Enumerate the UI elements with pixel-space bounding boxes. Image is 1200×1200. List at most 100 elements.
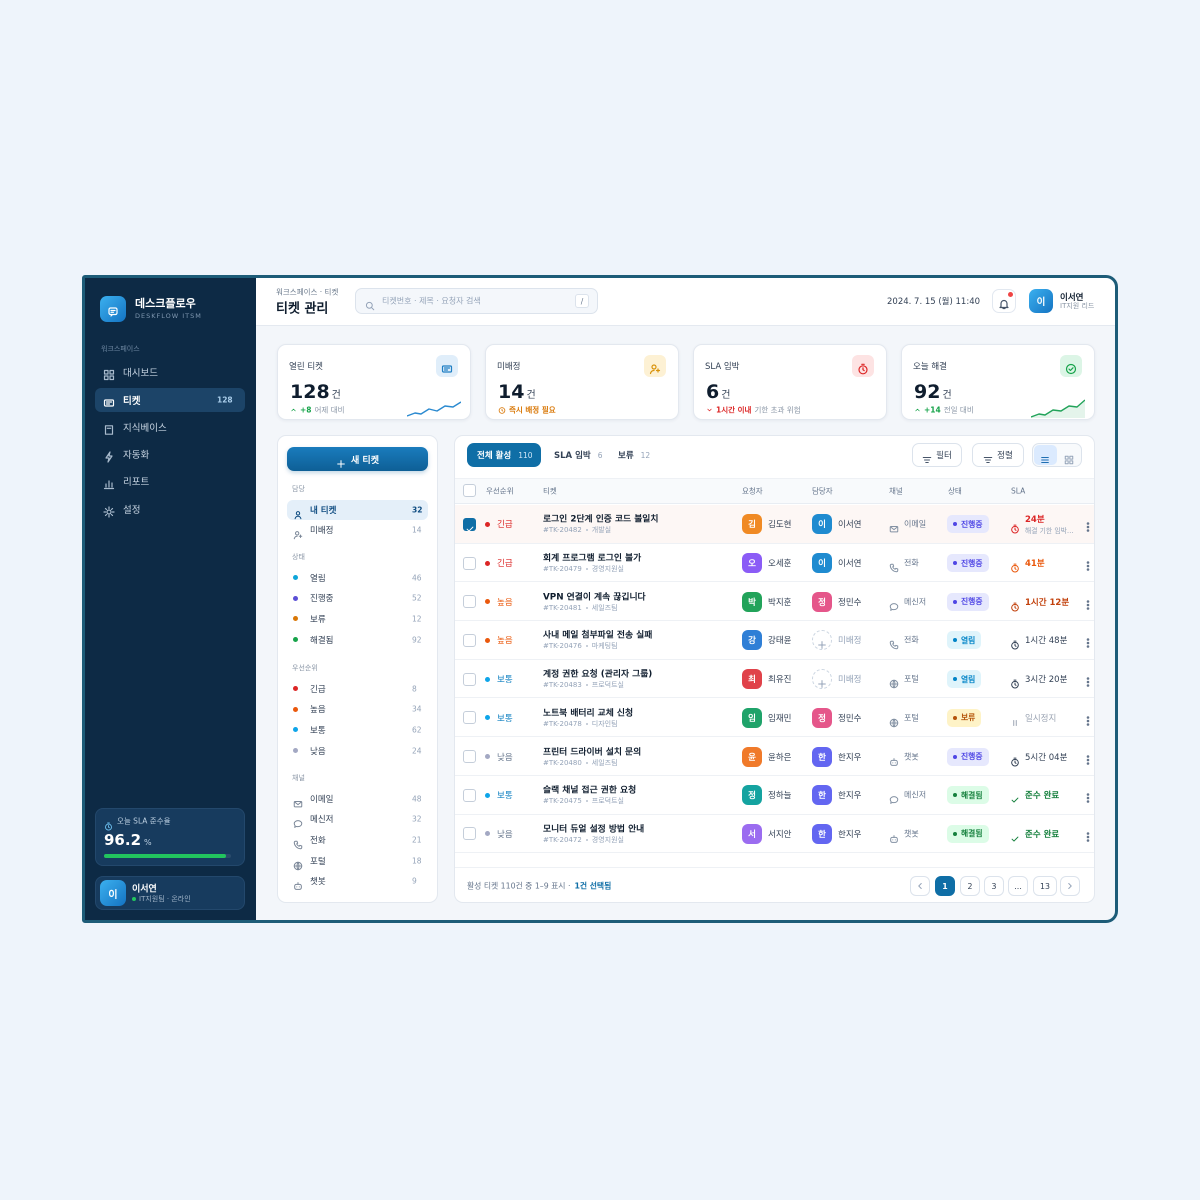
filter-dot (293, 727, 298, 733)
row-menu[interactable] (1082, 634, 1094, 649)
table-row[interactable] (455, 776, 1094, 815)
avatar: 한 (812, 746, 832, 767)
priority: 낮음 (497, 829, 513, 840)
row-menu[interactable] (1082, 789, 1094, 803)
icon-shape (890, 835, 898, 843)
tab-label: SLA 임박 (554, 451, 591, 461)
row-menu[interactable] (1082, 751, 1094, 765)
page-button[interactable]: 1 (935, 876, 955, 896)
filter-item[interactable] (287, 871, 428, 891)
assign-button[interactable] (812, 669, 832, 690)
page-button[interactable] (1060, 876, 1080, 896)
button-label: 필터 (936, 451, 952, 461)
table-row[interactable] (455, 660, 1094, 699)
nav-item[interactable] (95, 442, 245, 466)
ticket-id: #TK-20479 (543, 565, 582, 573)
filter-item[interactable] (287, 630, 428, 650)
row-menu[interactable] (1082, 518, 1094, 533)
checkbox[interactable] (463, 484, 476, 497)
icon-shape (1086, 832, 1090, 842)
nav-item[interactable] (95, 415, 245, 439)
filter-item[interactable] (287, 679, 428, 699)
icon (889, 597, 899, 611)
checkbox[interactable] (463, 750, 476, 763)
channel: 포털 (904, 713, 919, 723)
table-row[interactable] (455, 621, 1094, 660)
page-button[interactable]: 13 (1033, 876, 1057, 896)
kpi-value: 14 (498, 381, 525, 403)
nav-item[interactable] (95, 469, 245, 493)
checkbox[interactable] (463, 556, 476, 570)
icon-shape (1031, 400, 1085, 418)
tab[interactable]: SLA 임박 6 (547, 443, 607, 467)
nav-item[interactable] (95, 360, 245, 384)
filter-item[interactable] (287, 830, 428, 850)
filter-item[interactable] (287, 588, 428, 608)
page-button[interactable] (910, 876, 930, 896)
table-row[interactable] (455, 582, 1094, 622)
priority-dot (485, 521, 490, 527)
row-menu[interactable] (1082, 596, 1094, 610)
icon-shape (918, 883, 922, 889)
page-button[interactable]: 2 (960, 876, 980, 896)
filter-item[interactable] (287, 568, 428, 588)
sparkline (1030, 398, 1086, 418)
filter-item[interactable] (287, 520, 428, 540)
icon-shape (109, 369, 115, 375)
row-menu[interactable] (1082, 673, 1094, 687)
table-row[interactable] (455, 699, 1094, 738)
row-menu[interactable] (1082, 828, 1094, 842)
table-row[interactable] (455, 815, 1094, 854)
row-menu[interactable] (1082, 557, 1094, 571)
column-header: 우선순위 (486, 486, 514, 496)
icon-shape (1086, 680, 1090, 684)
separator (585, 800, 588, 803)
filter-item[interactable] (287, 699, 428, 719)
checkbox[interactable] (463, 711, 476, 725)
row-menu[interactable] (1082, 712, 1094, 726)
status-pill: 진행중 (947, 592, 989, 611)
avatar: 한 (812, 823, 832, 844)
search-box[interactable] (355, 288, 598, 314)
checkbox[interactable] (463, 788, 476, 802)
filter-item[interactable] (287, 499, 428, 520)
icon-shape (1086, 529, 1090, 533)
icon (1064, 450, 1074, 465)
nav-item[interactable] (95, 388, 245, 412)
checkbox[interactable] (463, 633, 476, 647)
filter-item[interactable] (287, 720, 428, 740)
icon-shape (890, 526, 898, 531)
tab[interactable]: 보류 12 (611, 443, 671, 467)
nav-item[interactable] (95, 497, 245, 521)
filter-item[interactable] (287, 851, 428, 871)
toolbar-button[interactable]: 정렬 (972, 443, 1024, 467)
icon-shape (1086, 719, 1090, 723)
priority: 보통 (497, 791, 513, 802)
new-ticket-button[interactable]: 새 티켓 (287, 447, 428, 471)
checkbox[interactable] (463, 672, 476, 686)
filter-item[interactable] (287, 789, 428, 809)
icon-shape (1086, 832, 1090, 835)
status: 열림 (961, 635, 976, 645)
toolbar-button[interactable]: 필터 (912, 443, 962, 467)
sla: 3시간 20분 (1025, 675, 1068, 686)
filter-item[interactable] (287, 741, 428, 761)
table-row[interactable] (455, 737, 1094, 776)
checkbox[interactable] (463, 827, 476, 841)
avatar: 임 (742, 707, 762, 728)
checkbox[interactable] (463, 595, 476, 609)
icon-shape (1065, 363, 1077, 375)
tab[interactable]: 전체 활성 110 (467, 443, 541, 467)
priority-dot (485, 715, 490, 721)
requester: 김도현 (768, 520, 792, 531)
separator (585, 568, 588, 570)
assign-button[interactable] (812, 630, 832, 651)
separator (585, 645, 588, 648)
filter-item[interactable] (287, 609, 428, 629)
priority-dot (485, 560, 490, 566)
checkbox[interactable] (463, 517, 476, 532)
page-button[interactable]: 3 (984, 876, 1004, 896)
table-row[interactable] (455, 544, 1094, 583)
filter-item[interactable] (287, 809, 428, 829)
page-button[interactable]: … (1008, 876, 1028, 896)
